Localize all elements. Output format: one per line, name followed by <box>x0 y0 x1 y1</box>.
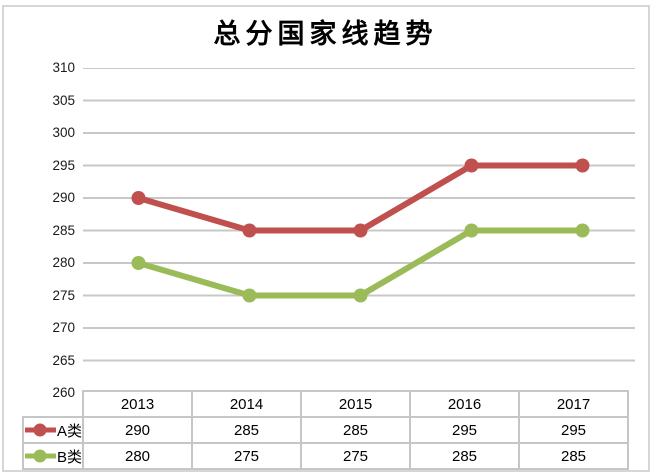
chart-title: 总分国家线趋势 <box>213 19 438 49</box>
column-header-2013: 2013 <box>82 390 194 418</box>
column-header-2014: 2014 <box>191 390 303 418</box>
column-header-2015: 2015 <box>300 390 412 418</box>
y-axis-tick-label: 310 <box>52 60 75 75</box>
column-header-2017: 2017 <box>518 390 630 418</box>
data-point-marker <box>353 223 368 238</box>
chart-data-table: 2013 2014 2015 2016 2017 A类 290 285 285 … <box>21 390 630 470</box>
data-point-marker <box>575 158 590 173</box>
y-axis-tick-label: 270 <box>52 320 75 335</box>
table-corner-cell <box>23 391 83 417</box>
data-point-marker <box>242 288 257 303</box>
y-axis-tick-label: 300 <box>52 125 75 140</box>
y-axis-tick-label: 305 <box>52 92 75 108</box>
data-point-marker <box>131 256 146 270</box>
value-cell: 275 <box>191 442 303 470</box>
data-point-marker <box>131 191 146 205</box>
value-cell: 275 <box>300 442 412 470</box>
data-point-marker <box>464 158 479 173</box>
y-axis-tick-label: 290 <box>52 190 75 205</box>
value-cell: 285 <box>300 416 412 444</box>
legend-cell-series-a: A类 <box>21 416 85 444</box>
table-header-row: 2013 2014 2015 2016 2017 <box>23 390 630 418</box>
value-cell: 280 <box>82 442 194 470</box>
y-axis-tick-label: 280 <box>52 255 75 270</box>
table-row-series-b: B类 280 275 275 285 285 <box>21 442 630 470</box>
value-cell: 290 <box>82 416 194 444</box>
value-cell: 285 <box>518 442 630 470</box>
data-point-marker <box>353 288 368 303</box>
plot-area-svg <box>83 68 635 362</box>
series-a-legend-key-icon <box>25 423 57 437</box>
series-b-name: B类 <box>57 448 83 466</box>
value-cell: 285 <box>409 442 521 470</box>
legend-cell-series-b: B类 <box>21 442 85 470</box>
y-axis-tick-label: 265 <box>52 352 75 368</box>
column-header-2016: 2016 <box>409 390 521 418</box>
value-cell: 285 <box>191 416 303 444</box>
table-row-series-a: A类 290 285 285 295 295 <box>21 416 630 444</box>
series-a-name: A类 <box>57 422 83 440</box>
value-cell: 295 <box>518 416 630 444</box>
y-axis-tick-label: 295 <box>52 157 75 173</box>
series-b-legend-key-icon <box>25 449 57 463</box>
data-point-marker <box>464 223 479 238</box>
y-axis-tick-label: 285 <box>52 222 75 238</box>
data-point-marker <box>242 223 257 238</box>
value-cell: 295 <box>409 416 521 444</box>
y-axis-tick-label: 275 <box>52 287 75 303</box>
data-point-marker <box>575 223 590 238</box>
